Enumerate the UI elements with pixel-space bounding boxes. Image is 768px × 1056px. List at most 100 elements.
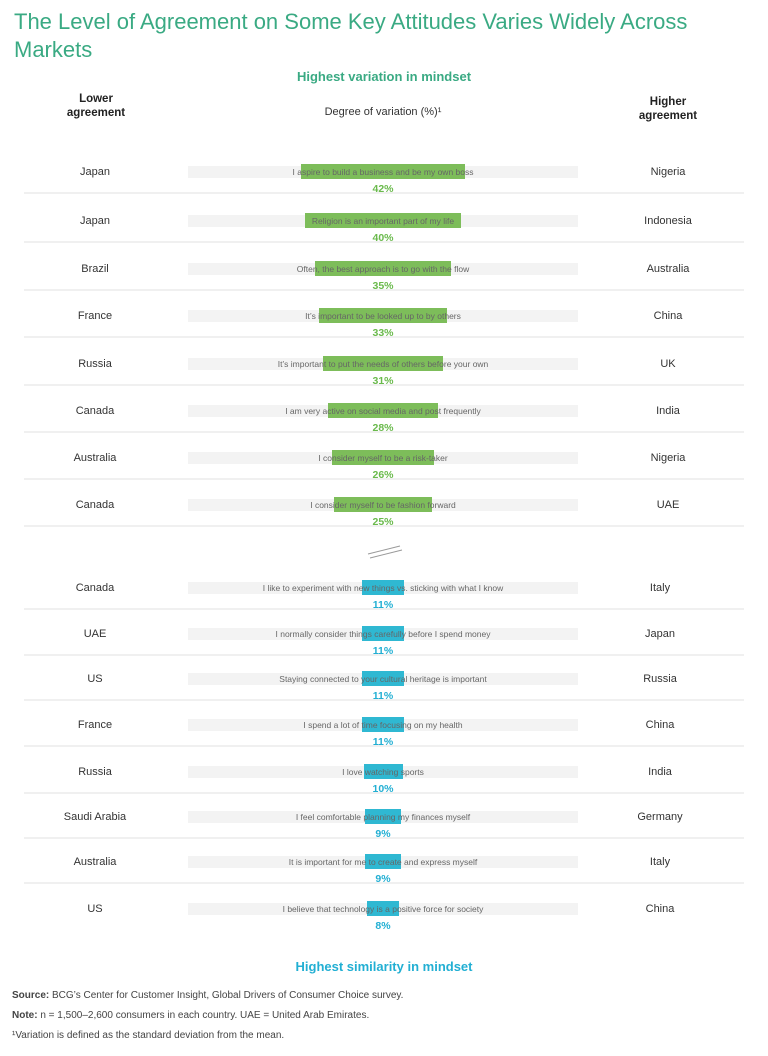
lower-agreement-country: Canada <box>75 405 115 417</box>
top-section-title: Highest variation in mindset <box>296 69 472 84</box>
lower-agreement-country: France <box>77 310 113 322</box>
table-row: Canada I like to experiment with new thin… <box>24 564 744 611</box>
variation-footnote: ¹Variation is defined as the standard de… <box>12 1030 285 1041</box>
source-note: Source: BCG’s Center for Customer Insigh… <box>12 990 403 1001</box>
variation-bar <box>361 626 405 641</box>
statement-label: It’s important to put the needs of other… <box>277 359 489 369</box>
table-row: Brazil Often, the best approach is to go … <box>24 245 744 292</box>
higher-agreement-country: India <box>656 405 680 417</box>
variation-axis-label: Degree of variation (%)¹ <box>324 106 442 118</box>
table-row: Japan Religion is an important part of my… <box>24 197 744 244</box>
bar-track: I normally consider things carefully bef… <box>188 626 578 641</box>
row-divider <box>24 525 744 527</box>
value-label: 8% <box>375 920 391 932</box>
statement-label: I believe that technology is a positive … <box>282 904 484 914</box>
lower-agreement-country: Russia <box>78 766 112 778</box>
lower-agreement-country: Australia <box>73 856 117 868</box>
statement-label: Often, the best approach is to go with t… <box>296 264 470 274</box>
bar-track: I am very active on social media and pos… <box>188 403 578 418</box>
bar-track: Often, the best approach is to go with t… <box>188 261 578 276</box>
higher-agreement-country: Japan <box>645 628 675 640</box>
bar-track: Staying connected to your cultural herit… <box>188 671 578 686</box>
statement-label: It is important for me to create and exp… <box>288 857 478 867</box>
higher-agreement-country: UK <box>660 358 676 370</box>
higher-agreement-country: Italy <box>649 582 671 594</box>
table-row: France I spend a lot of time focusing on … <box>24 701 744 748</box>
table-row: Saudi Arabia I feel comfortable planning … <box>24 793 744 840</box>
statement-label: I am very active on social media and pos… <box>285 406 481 416</box>
lower-agreement-header: Lower agreement <box>66 93 126 119</box>
higher-agreement-country: Indonesia <box>644 215 692 227</box>
statement-label: I consider myself to be fashion forward <box>310 500 456 510</box>
lower-agreement-country: US <box>87 903 103 915</box>
bar-track: I believe that technology is a positive … <box>188 901 578 916</box>
higher-agreement-country: Russia <box>643 673 677 685</box>
statement-label: Religion is an important part of my life <box>311 216 455 226</box>
variation-bar <box>361 580 405 595</box>
statement-label: I aspire to build a business and be my o… <box>292 167 474 177</box>
variation-bar <box>365 809 401 824</box>
bar-track: I feel comfortable planning my finances … <box>188 809 578 824</box>
bar-track: I consider myself to be a risk-taker <box>188 450 578 465</box>
row-divider <box>24 882 744 884</box>
lower-agreement-country: Canada <box>75 499 115 511</box>
statement-label: It’s important to be looked up to by oth… <box>305 311 461 321</box>
table-row: UAE I normally consider things carefully … <box>24 610 744 657</box>
lower-agreement-country: France <box>77 719 113 731</box>
row-divider <box>24 654 744 656</box>
sample-note: Note: n = 1,500–2,600 consumers in each … <box>12 1010 369 1021</box>
bar-track: I love watching sports <box>188 764 578 779</box>
variation-bar <box>361 717 405 732</box>
higher-agreement-country: China <box>645 903 675 915</box>
table-row: Japan I aspire to build a business and be… <box>24 148 744 195</box>
lower-agreement-country: US <box>87 673 103 685</box>
table-row: Australia I consider myself to be a risk-… <box>24 434 744 481</box>
lower-agreement-country: Canada <box>75 582 115 594</box>
variation-bar <box>322 356 444 371</box>
table-row: US Staying connected to your cultural her… <box>24 655 744 702</box>
row-divider <box>24 837 744 839</box>
variation-bar <box>361 671 405 686</box>
variation-bar <box>367 901 399 916</box>
higher-agreement-country: Germany <box>637 811 683 823</box>
variation-bar <box>318 308 448 323</box>
higher-agreement-country: Nigeria <box>650 452 686 464</box>
row-divider <box>24 384 744 386</box>
higher-agreement-country: China <box>653 310 683 322</box>
statement-label: I like to experiment with new things vs.… <box>262 583 504 593</box>
lower-agreement-country: UAE <box>83 628 107 640</box>
row-divider <box>24 241 744 243</box>
lower-agreement-country: Australia <box>73 452 117 464</box>
higher-agreement-country: UAE <box>656 499 680 511</box>
variation-bar <box>334 497 432 512</box>
lower-agreement-country: Japan <box>80 166 110 178</box>
higher-agreement-country: India <box>648 766 672 778</box>
table-row: Russia It’s important to put the needs of… <box>24 340 744 387</box>
source-label: Source: <box>12 990 50 1001</box>
variation-bar <box>332 450 434 465</box>
higher-agreement-country: Italy <box>649 856 671 868</box>
note-text: n = 1,500–2,600 consumers in each countr… <box>37 1010 370 1021</box>
bar-track: It’s important to be looked up to by oth… <box>188 308 578 323</box>
bar-track: I aspire to build a business and be my o… <box>188 164 578 179</box>
bottom-section-title: Highest similarity in mindset <box>295 959 473 974</box>
variation-bar <box>365 854 401 869</box>
statement-label: Staying connected to your cultural herit… <box>279 674 487 684</box>
variation-bar <box>314 261 452 276</box>
row-divider <box>24 792 744 794</box>
table-row: Australia It is important for me to creat… <box>24 838 744 885</box>
bar-track: I spend a lot of time focusing on my hea… <box>188 717 578 732</box>
higher-agreement-country: Nigeria <box>650 166 686 178</box>
table-row: Canada I am very active on social media a… <box>24 387 744 434</box>
variation-bar <box>328 403 438 418</box>
statement-label: I normally consider things carefully bef… <box>275 629 491 639</box>
table-row: Russia I love watching sports 10% India <box>24 748 744 795</box>
axis-break-icon <box>367 545 403 559</box>
lower-agreement-country: Brazil <box>81 263 109 275</box>
lower-agreement-country: Russia <box>78 358 112 370</box>
higher-agreement-header: Higher agreement <box>638 96 698 122</box>
statement-label: I consider myself to be a risk-taker <box>318 453 448 463</box>
row-divider <box>24 745 744 747</box>
variation-bar <box>305 213 461 228</box>
bar-track: I consider myself to be fashion forward <box>188 497 578 512</box>
